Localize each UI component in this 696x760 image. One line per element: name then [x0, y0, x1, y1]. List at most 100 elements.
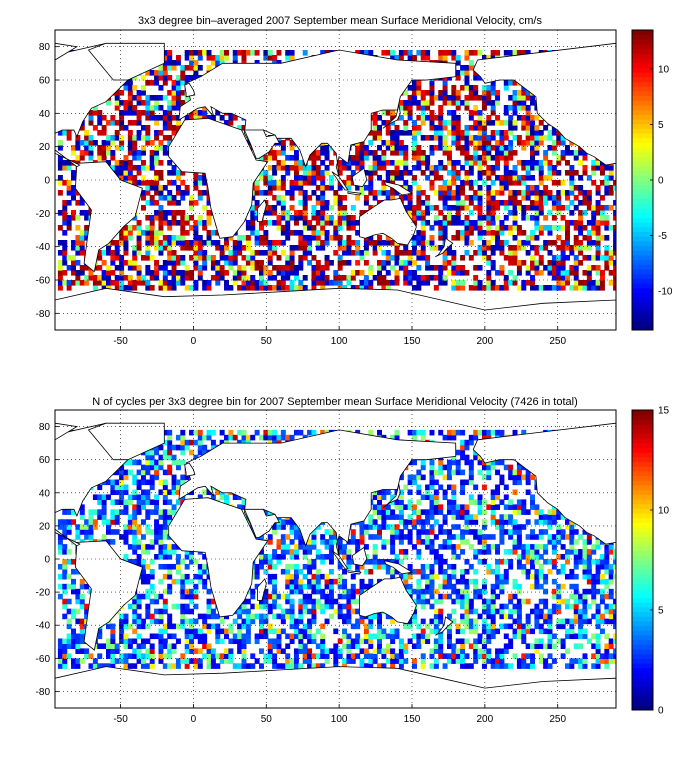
data-cell	[210, 60, 216, 66]
data-cell	[311, 165, 317, 171]
data-cell	[140, 578, 146, 585]
data-cell	[175, 100, 181, 106]
data-cell	[530, 260, 535, 266]
data-cell	[368, 270, 374, 276]
data-cell	[595, 160, 601, 166]
data-cell	[503, 205, 509, 211]
data-cell	[377, 280, 382, 286]
data-cell	[398, 265, 404, 271]
data-cell	[114, 90, 120, 96]
data-cell	[167, 75, 173, 81]
data-cell	[79, 603, 85, 610]
data-cell	[307, 225, 313, 231]
data-cell	[495, 155, 501, 161]
data-cell	[578, 245, 584, 251]
data-cell	[416, 165, 422, 171]
data-cell	[88, 155, 94, 161]
data-cell	[267, 185, 273, 191]
data-cell	[250, 280, 256, 286]
data-cell	[162, 563, 168, 570]
data-cell	[215, 653, 221, 659]
data-cell	[547, 130, 553, 136]
data-cell	[250, 265, 256, 271]
data-cell	[420, 200, 426, 206]
data-cell	[84, 210, 90, 216]
data-cell	[210, 623, 216, 630]
data-cell	[232, 618, 238, 625]
data-cell	[565, 275, 570, 281]
data-cell	[79, 270, 85, 276]
data-cell	[560, 155, 566, 161]
data-cell	[149, 479, 155, 486]
data-cell	[385, 145, 391, 151]
data-cell	[573, 245, 579, 251]
colorbar-segment	[632, 170, 653, 176]
data-cell	[154, 509, 160, 515]
data-cell	[477, 130, 483, 136]
data-cell	[302, 240, 308, 246]
data-cell	[468, 95, 474, 101]
data-cell	[315, 150, 321, 156]
colorbar-segment	[632, 208, 653, 214]
data-cell	[346, 245, 352, 251]
data-cell	[136, 598, 142, 605]
data-cell	[224, 494, 229, 500]
data-cell	[586, 200, 592, 206]
data-cell	[516, 260, 522, 266]
data-cell	[503, 185, 509, 191]
data-cell	[232, 50, 238, 56]
data-cell	[604, 220, 610, 226]
data-cell	[490, 145, 496, 151]
data-cell	[110, 165, 116, 171]
data-cell	[184, 563, 190, 570]
data-cell	[197, 265, 203, 271]
data-cell	[613, 250, 616, 256]
data-cell	[189, 633, 195, 640]
data-cell	[267, 275, 273, 281]
data-cell	[486, 210, 492, 216]
data-cell	[140, 110, 146, 116]
colorbar-segment	[632, 90, 653, 97]
data-cell	[197, 628, 203, 635]
data-cell	[451, 160, 457, 166]
data-cell	[180, 444, 186, 451]
data-cell	[57, 524, 63, 530]
data-cell	[438, 110, 444, 116]
landmass	[351, 167, 368, 188]
data-cell	[425, 200, 431, 206]
data-cell	[481, 150, 487, 156]
data-cell	[132, 534, 138, 540]
data-cell	[154, 633, 160, 640]
data-cell	[416, 90, 422, 96]
data-cell	[145, 240, 151, 246]
data-cell	[97, 643, 103, 649]
data-cell	[92, 519, 98, 525]
data-cell	[219, 658, 225, 664]
data-cell	[171, 250, 177, 256]
data-cell	[140, 135, 146, 141]
data-cell	[311, 210, 317, 216]
data-cell	[503, 145, 509, 151]
data-cell	[547, 230, 553, 236]
data-cell	[127, 260, 133, 266]
data-cell	[259, 265, 264, 271]
data-cell	[486, 135, 492, 141]
data-cell	[560, 285, 566, 291]
data-cell	[171, 544, 177, 550]
data-cell	[149, 70, 155, 76]
data-cell	[114, 165, 120, 171]
data-cell	[302, 170, 308, 176]
data-cell	[490, 200, 496, 206]
data-cell	[512, 245, 518, 251]
data-cell	[595, 235, 601, 241]
data-cell	[438, 220, 444, 226]
data-cell	[62, 200, 68, 206]
data-cell	[455, 60, 461, 66]
data-cell	[573, 255, 579, 261]
data-cell	[311, 180, 317, 186]
colorbar-segment	[632, 278, 653, 284]
colorbar-segment	[632, 180, 653, 186]
data-cell	[132, 489, 138, 496]
data-cell	[525, 130, 531, 136]
data-cell	[140, 85, 146, 91]
